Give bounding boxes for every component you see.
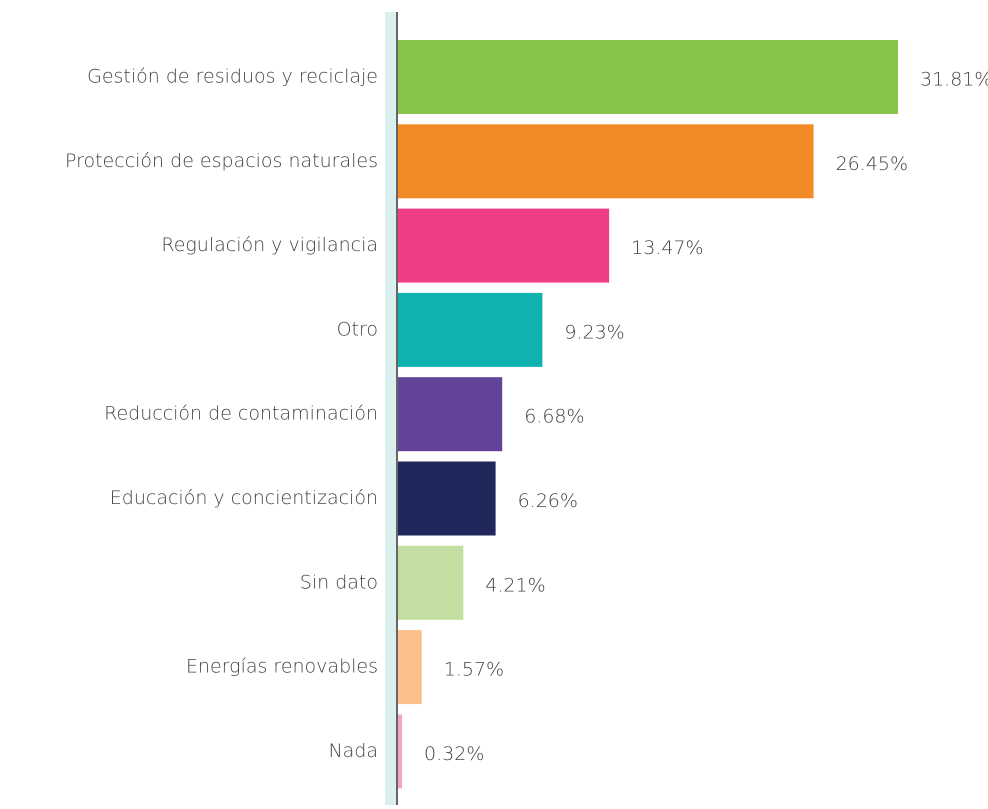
category-label: Gestión de residuos y reciclaje [87,66,378,88]
value-label: 6.26% [518,490,578,512]
value-label: 4.21% [485,574,545,596]
axis-band [385,12,396,805]
bar [398,714,403,789]
bar [398,377,503,452]
value-label: 6.68% [524,406,584,428]
value-label: 31.81% [920,69,988,91]
bar [398,40,898,114]
bar [398,545,464,620]
category-label: Energías renovables [186,656,378,678]
category-label: Regulación y vigilancia [161,234,378,256]
category-label: Reducción de contaminación [104,403,378,425]
category-label: Otro [337,318,378,340]
category-label: Nada [328,740,378,762]
category-label: Educación y concientización [110,487,378,509]
value-label: 26.45% [836,153,908,175]
value-label: 13.47% [631,237,703,259]
bar [398,461,496,536]
value-label: 0.32% [424,743,484,765]
bar [398,630,422,705]
value-label: 9.23% [564,321,624,343]
bar [398,124,814,199]
bar [398,292,543,367]
bar [398,208,610,283]
value-label: 1.57% [444,659,504,681]
category-label: Sin dato [300,571,378,593]
category-label: Protección de espacios naturales [65,150,378,172]
